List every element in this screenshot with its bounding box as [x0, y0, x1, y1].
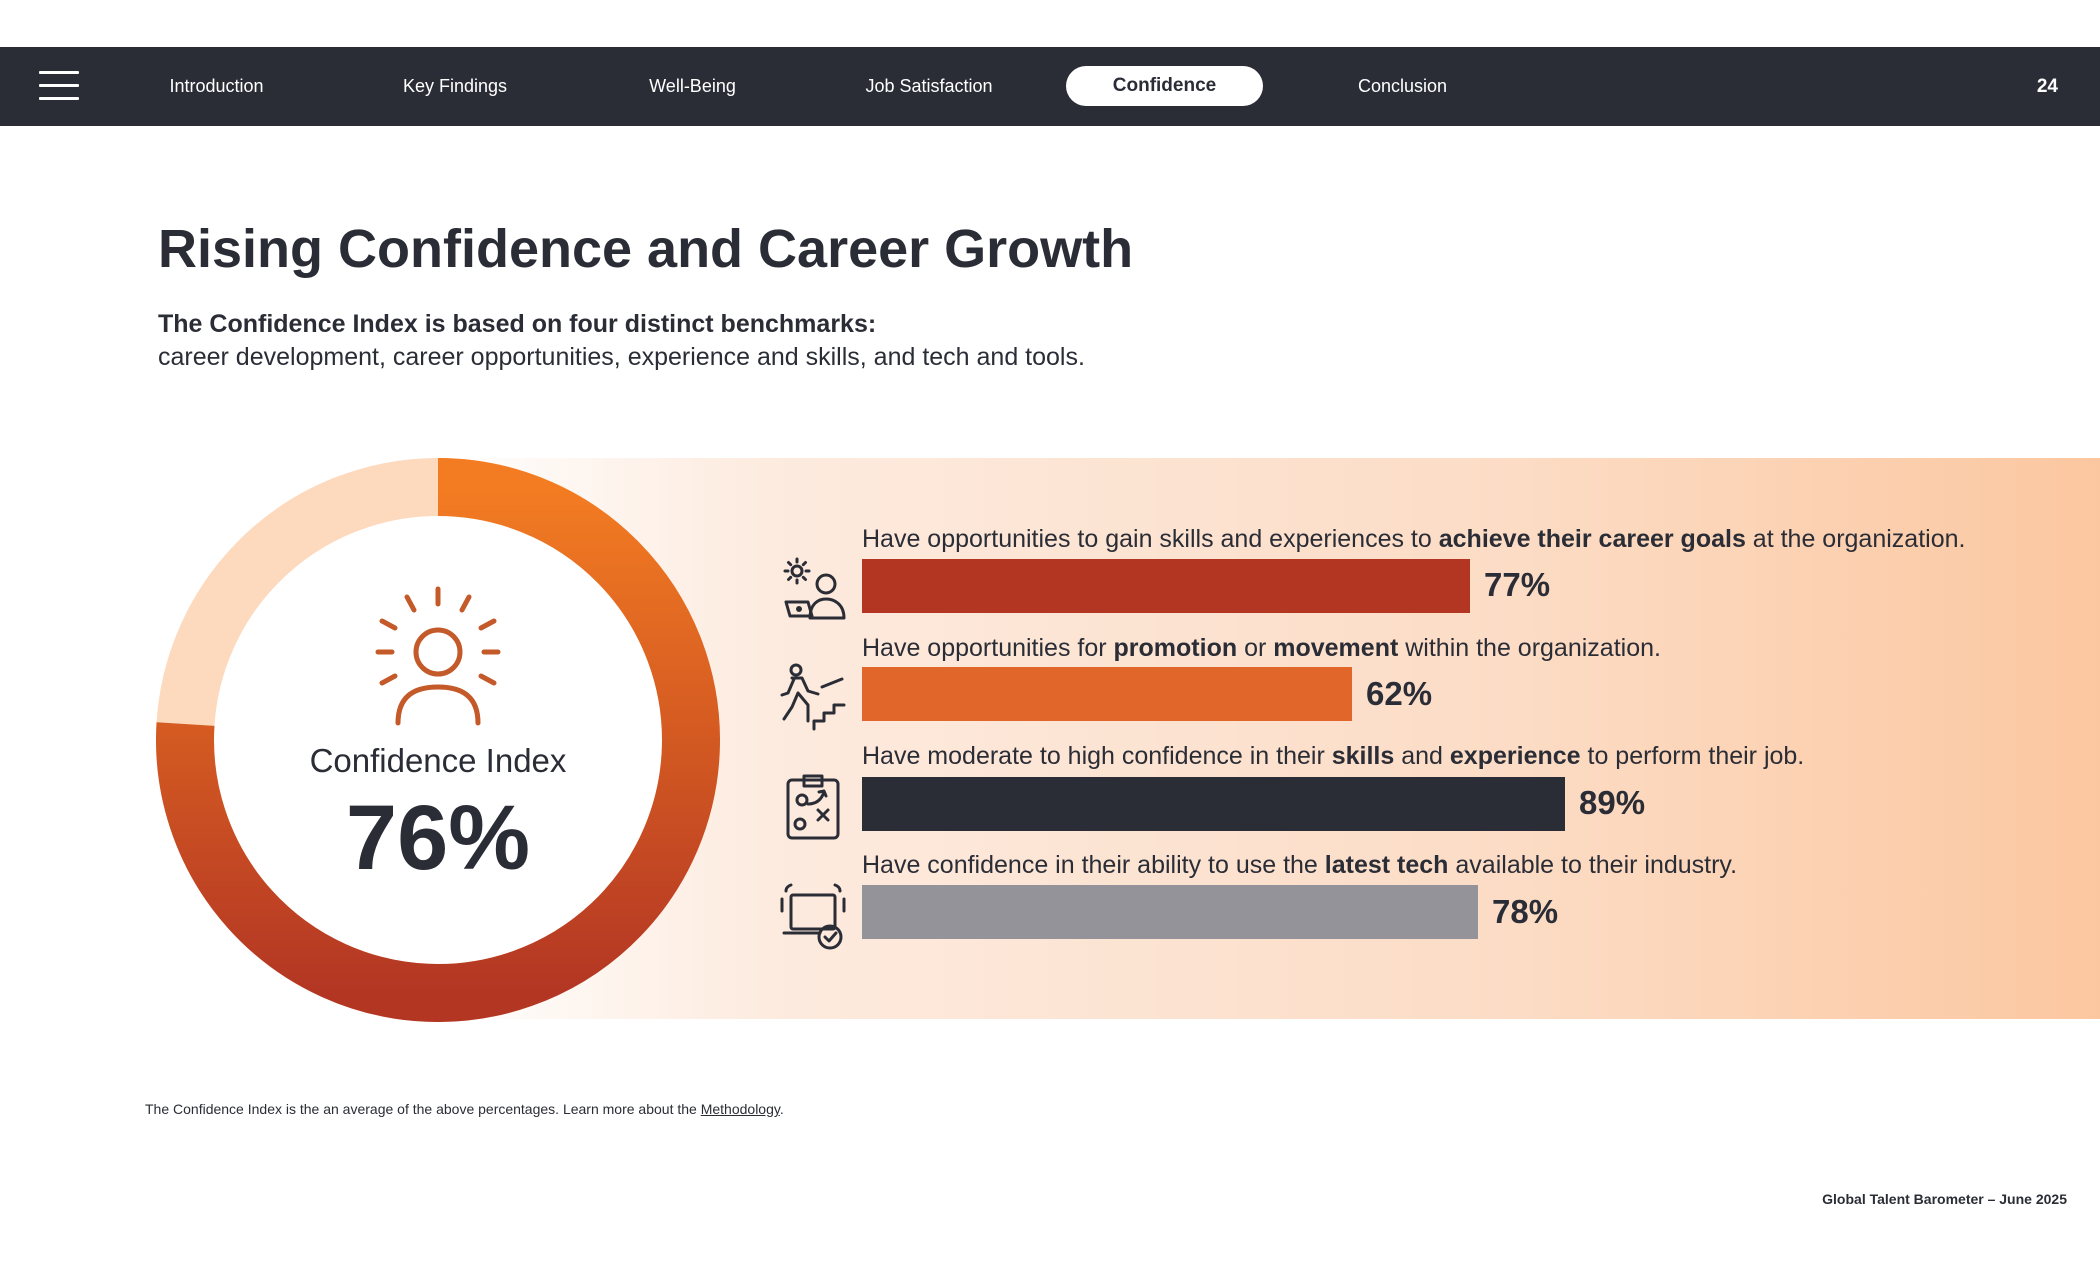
page-number: 24 — [2036, 76, 2058, 97]
benchmark-value-skills: 89% — [1579, 784, 1646, 821]
confidence-donut — [156, 458, 720, 1022]
page-title: Rising Confidence and Career Growth — [158, 219, 1134, 279]
benchmark-bar-career-goals — [862, 559, 1470, 613]
skills-growth-icon — [783, 557, 846, 620]
tab-well-being[interactable]: Well-Being — [649, 76, 736, 96]
donut-value-arc — [156, 458, 720, 1022]
benchmark-bar-latest-tech — [862, 885, 1478, 939]
benchmark-value-latest-tech: 78% — [1492, 893, 1559, 930]
tab-key-findings[interactable]: Key Findings — [402, 76, 508, 96]
benchmark-bar-promotion — [862, 667, 1352, 721]
benchmark-label-skills: Have moderate to high confidence in thei… — [862, 742, 1805, 770]
strategy-clipboard-icon — [786, 774, 840, 840]
report-footer: Global Talent Barometer – June 2025 — [1822, 1191, 2067, 1207]
footnote: The Confidence Index is the an average o… — [145, 1101, 784, 1117]
benchmark-label-promotion: Have opportunities for promotion or move… — [862, 634, 1661, 662]
confidence-index-label: Confidence Index — [309, 742, 567, 779]
benchmark-bar-skills — [862, 777, 1565, 831]
subtitle: career development, career opportunities… — [158, 343, 1085, 371]
tab-conclusion[interactable]: Conclusion — [1357, 76, 1448, 96]
methodology-link[interactable]: Methodology — [700, 1101, 780, 1117]
tab-job-satisfaction[interactable]: Job Satisfaction — [865, 76, 993, 96]
benchmark-value-career-goals: 77% — [1484, 566, 1551, 603]
subtitle-bold: The Confidence Index is based on four di… — [158, 310, 877, 338]
tab-confidence[interactable]: Confidence — [1066, 66, 1263, 106]
top-navigation: Introduction Key Findings Well-Being Job… — [0, 47, 2100, 126]
benchmark-label-career-goals: Have opportunities to gain skills and ex… — [862, 525, 1966, 553]
confidence-index-value: 76% — [345, 787, 531, 889]
climbing-stairs-icon — [780, 663, 846, 731]
confident-person-icon — [375, 586, 501, 726]
benchmark-value-promotion: 62% — [1366, 675, 1433, 712]
benchmark-label-latest-tech: Have confidence in their ability to use … — [862, 851, 1738, 879]
donut-center — [186, 488, 690, 992]
tab-introduction[interactable]: Introduction — [169, 76, 264, 96]
laptop-check-icon — [780, 883, 846, 950]
menu-icon[interactable] — [39, 69, 79, 103]
